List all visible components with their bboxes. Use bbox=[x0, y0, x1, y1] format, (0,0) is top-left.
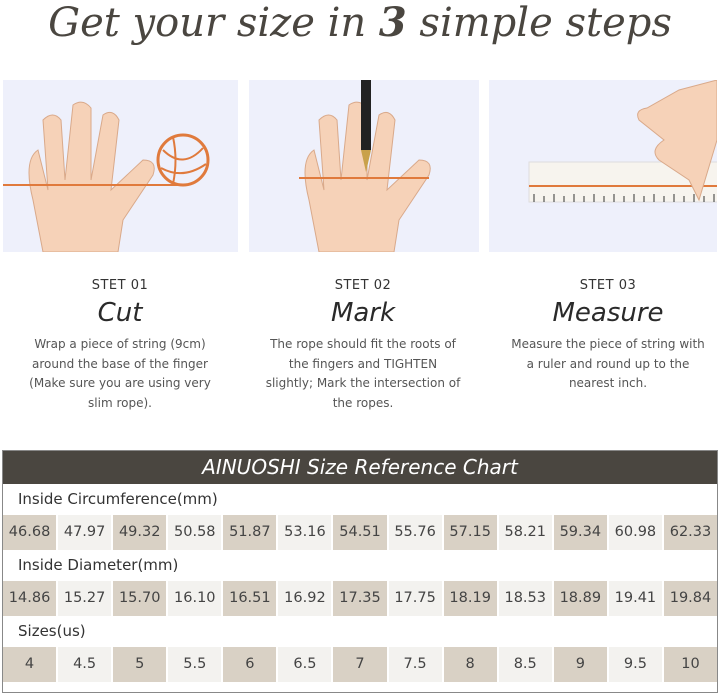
circumference-cell: 57.15 bbox=[443, 515, 497, 550]
diameter-cell: 17.35 bbox=[333, 581, 387, 616]
circumference-cell: 46.68 bbox=[3, 515, 57, 550]
circumference-cell: 59.34 bbox=[553, 515, 607, 550]
diameter-cell: 15.70 bbox=[113, 581, 167, 616]
circumference-cell: 58.21 bbox=[498, 515, 552, 550]
circumference-cell: 50.58 bbox=[168, 515, 222, 550]
sizes-cell: 4 bbox=[3, 647, 57, 682]
sizes-cell: 6 bbox=[223, 647, 277, 682]
diameter-cell: 18.89 bbox=[553, 581, 607, 616]
sizes-cell: 10 bbox=[663, 647, 718, 682]
step-2: STET 02 Mark The rope should fit the roo… bbox=[243, 278, 483, 413]
circumference-label: Inside Circumference(mm) bbox=[18, 490, 218, 508]
diameter-row: 14.86 15.27 15.70 16.10 16.51 16.92 17.35 17.75… bbox=[3, 581, 718, 616]
diameter-cell: 16.51 bbox=[223, 581, 277, 616]
sizes-cell: 7 bbox=[333, 647, 387, 682]
circumference-row: 46.68 47.97 49.32 50.58 51.87 53.16 54.51 55.76… bbox=[3, 515, 718, 550]
page-title: Get your size in 3 simple steps bbox=[0, 0, 720, 46]
circumference-cell: 62.33 bbox=[663, 515, 718, 550]
sizes-cell: 7.5 bbox=[388, 647, 442, 682]
sizes-cell: 5.5 bbox=[168, 647, 222, 682]
step-description: The rope should fit the roots of the fin… bbox=[265, 337, 461, 410]
hand-with-pen-icon bbox=[299, 80, 431, 252]
sizes-cell: 8 bbox=[443, 647, 497, 682]
diameter-cell: 19.41 bbox=[608, 581, 662, 616]
circumference-cell: 51.87 bbox=[223, 515, 277, 550]
step1-illustration bbox=[3, 80, 238, 252]
diameter-cell: 17.75 bbox=[388, 581, 442, 616]
diameter-cell: 16.10 bbox=[168, 581, 222, 616]
step-number: STET 01 bbox=[91, 278, 149, 293]
circumference-cell: 60.98 bbox=[608, 515, 662, 550]
sizes-cell: 4.5 bbox=[58, 647, 112, 682]
step-name: Cut bbox=[97, 298, 143, 328]
sizes-row: 4 4.5 5 5.5 6 6.5 7 7.5 8 8.5 9 9.5 10 bbox=[3, 647, 718, 682]
sizes-cell: 8.5 bbox=[498, 647, 552, 682]
circumference-cell: 49.32 bbox=[113, 515, 167, 550]
diameter-cell: 18.19 bbox=[443, 581, 497, 616]
diameter-label: Inside Diameter(mm) bbox=[18, 556, 179, 574]
ruler-with-hand-icon bbox=[528, 80, 717, 203]
sizes-cell: 5 bbox=[113, 647, 167, 682]
size-chart: AINUOSHI Size Reference Chart Inside Cir… bbox=[2, 450, 718, 693]
circumference-cell: 54.51 bbox=[333, 515, 387, 550]
diameter-cell: 18.53 bbox=[498, 581, 552, 616]
sizes-cell: 9 bbox=[553, 647, 607, 682]
step-1: STET 01 Cut Wrap a piece of string (9cm)… bbox=[0, 278, 240, 413]
step-number: STET 02 bbox=[334, 278, 392, 293]
sizes-cell: 6.5 bbox=[278, 647, 332, 682]
sizes-cell: 9.5 bbox=[608, 647, 662, 682]
step-name: Mark bbox=[330, 298, 396, 328]
step-description: Measure the piece of string with a ruler… bbox=[511, 337, 705, 390]
step-name: Measure bbox=[552, 298, 664, 328]
step2-illustration bbox=[249, 80, 479, 252]
step-3: STET 03 Measure Measure the piece of str… bbox=[488, 278, 720, 394]
diameter-cell: 19.84 bbox=[663, 581, 718, 616]
title-number: 3 bbox=[378, 0, 407, 46]
circumference-cell: 55.76 bbox=[388, 515, 442, 550]
circumference-cell: 53.16 bbox=[278, 515, 332, 550]
title-prefix: Get your size in bbox=[48, 0, 379, 46]
sizes-label: Sizes(us) bbox=[18, 622, 86, 640]
chart-title: AINUOSHI Size Reference Chart bbox=[3, 451, 717, 484]
title-suffix: simple steps bbox=[406, 0, 672, 46]
diameter-cell: 16.92 bbox=[278, 581, 332, 616]
step3-illustration bbox=[489, 80, 717, 252]
hand-with-yarn-icon bbox=[3, 101, 210, 252]
step-description: Wrap a piece of string (9cm) around the … bbox=[29, 337, 211, 410]
diameter-cell: 15.27 bbox=[58, 581, 112, 616]
diameter-cell: 14.86 bbox=[3, 581, 57, 616]
circumference-cell: 47.97 bbox=[58, 515, 112, 550]
step-number: STET 03 bbox=[579, 278, 637, 293]
